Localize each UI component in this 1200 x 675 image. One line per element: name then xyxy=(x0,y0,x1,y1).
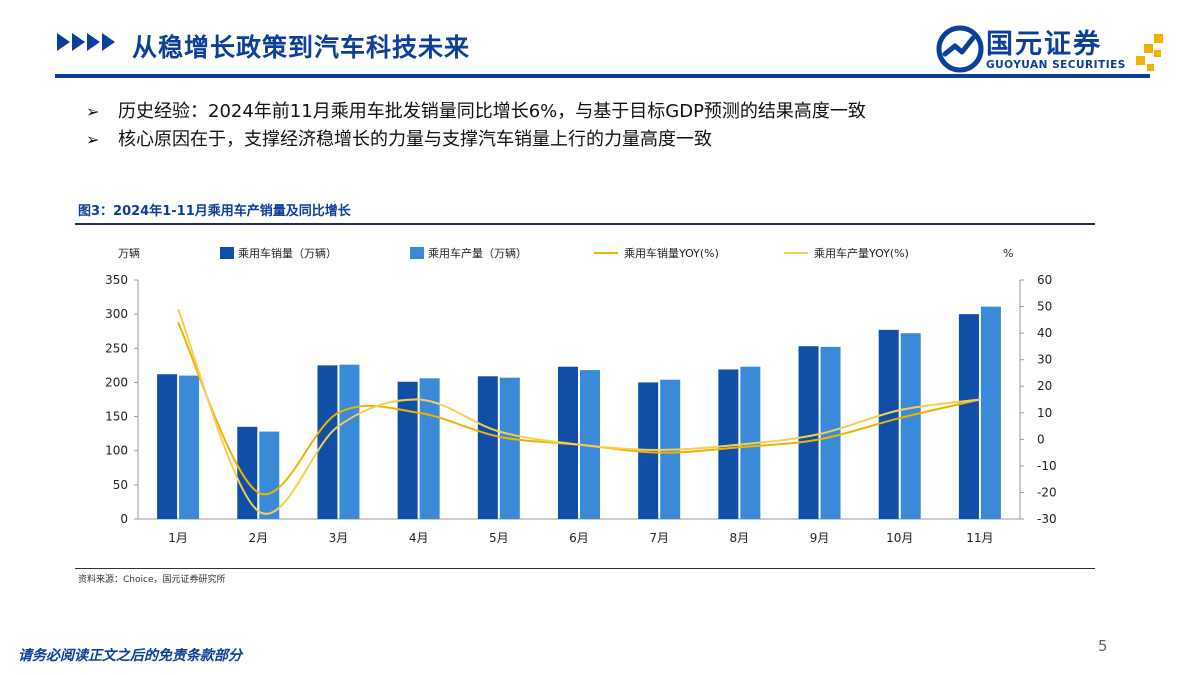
right-tick-label: 0 xyxy=(1037,432,1045,446)
legend-label: 乘用车销量YOY(%) xyxy=(624,246,719,260)
gold-squares-icon xyxy=(1136,34,1163,71)
figure-top-rule xyxy=(75,223,1095,225)
sales-bar xyxy=(157,374,178,519)
x-tick-label: 10月 xyxy=(886,531,913,545)
x-tick-label: 6月 xyxy=(569,531,589,545)
left-tick-label: 150 xyxy=(105,410,128,424)
bullet-list: ➢ 历史经验：2024年前11月乘用车批发销量同比增长6%，与基于目标GDP预测… xyxy=(86,98,866,154)
left-tick-label: 250 xyxy=(105,341,128,355)
x-tick-label: 3月 xyxy=(329,531,349,545)
right-tick-label: 30 xyxy=(1037,353,1052,367)
logo-english-name: GUOYUAN SECURITIES xyxy=(986,59,1126,71)
right-tick-label: 60 xyxy=(1037,273,1052,287)
x-tick-label: 2月 xyxy=(248,531,268,545)
production-bar xyxy=(980,306,1001,519)
page-number: 5 xyxy=(1098,637,1108,655)
legend-label: 乘用车产量YOY(%) xyxy=(814,246,909,260)
sales-bar xyxy=(878,329,899,519)
sales-bar xyxy=(798,346,819,519)
legend-label: 乘用车产量（万辆） xyxy=(428,246,527,260)
left-tick-label: 300 xyxy=(105,307,128,321)
arrowhead-bullet-icon: ➢ xyxy=(86,130,100,149)
production-bar xyxy=(580,370,600,519)
source-note: 资料来源：Choice，国元证券研究所 xyxy=(78,575,226,585)
x-tick-label: 1月 xyxy=(168,531,188,545)
arrowhead-bullet-icon: ➢ xyxy=(86,102,100,121)
sales-yoy-line xyxy=(177,322,981,496)
right-tick-label: 40 xyxy=(1037,326,1052,340)
x-tick-label: 11月 xyxy=(966,531,993,545)
right-tick-label: -30 xyxy=(1037,512,1057,526)
sales-bar xyxy=(397,381,418,519)
bullet-item: ➢ 核心原因在于，支撑经济稳增长的力量与支撑汽车销量上行的力量高度一致 xyxy=(86,126,866,154)
sales-bar xyxy=(477,376,498,519)
sales-bar xyxy=(958,314,979,519)
figure-bottom-rule xyxy=(75,568,1095,569)
production-yoy-line xyxy=(177,308,981,515)
production-bar xyxy=(259,431,280,519)
production-bar xyxy=(499,377,520,519)
right-tick-label: 20 xyxy=(1037,379,1052,393)
company-logo: 国元证券 GUOYUAN SECURITIES xyxy=(935,22,1175,82)
legend-swatch xyxy=(220,247,234,259)
x-tick-label: 5月 xyxy=(489,531,509,545)
left-tick-label: 200 xyxy=(105,375,128,389)
sales-bar xyxy=(237,426,258,519)
x-tick-label: 7月 xyxy=(649,531,669,545)
page-title: 从稳增长政策到汽车科技未来 xyxy=(132,33,471,62)
disclaimer-footer: 请务必阅读正文之后的免责条款部分 xyxy=(18,648,242,664)
left-tick-label: 0 xyxy=(120,512,128,526)
right-tick-label: -10 xyxy=(1037,459,1057,473)
production-bar xyxy=(179,375,200,519)
left-tick-label: 100 xyxy=(105,444,128,458)
logo-chinese-name: 国元证券 xyxy=(986,29,1102,60)
x-tick-label: 8月 xyxy=(730,531,750,545)
guoyuan-logo-icon xyxy=(936,25,984,73)
production-bar xyxy=(339,364,360,519)
production-bar xyxy=(820,346,841,519)
x-tick-label: 9月 xyxy=(810,531,830,545)
left-tick-label: 50 xyxy=(113,478,128,492)
chevron-arrows-icon xyxy=(57,33,115,51)
legend-label: 乘用车销量（万辆） xyxy=(238,246,337,260)
left-axis-unit-label: 万辆 xyxy=(118,246,140,260)
right-tick-label: 50 xyxy=(1037,300,1052,314)
production-bar xyxy=(900,333,921,519)
slide-header: 从稳增长政策到汽车科技未来 国元证券 GUOYUAN SECURITIES xyxy=(0,0,1200,85)
sales-bar xyxy=(317,365,338,519)
figure-title: 图3：2024年1-11月乘用车产销量及同比增长 xyxy=(78,204,351,219)
right-axis-unit-label: % xyxy=(1003,247,1013,260)
legend-swatch xyxy=(410,247,424,259)
title-divider xyxy=(55,74,1150,78)
right-tick-label: 10 xyxy=(1037,406,1052,420)
left-tick-label: 350 xyxy=(105,273,128,287)
right-tick-label: -20 xyxy=(1037,485,1057,499)
bullet-text: 核心原因在于，支撑经济稳增长的力量与支撑汽车销量上行的力量高度一致 xyxy=(118,129,712,150)
x-tick-label: 4月 xyxy=(409,531,429,545)
sales-bar xyxy=(718,369,739,519)
bullet-text: 历史经验：2024年前11月乘用车批发销量同比增长6%，与基于目标GDP预测的结… xyxy=(118,101,866,122)
bullet-item: ➢ 历史经验：2024年前11月乘用车批发销量同比增长6%，与基于目标GDP预测… xyxy=(86,98,866,126)
